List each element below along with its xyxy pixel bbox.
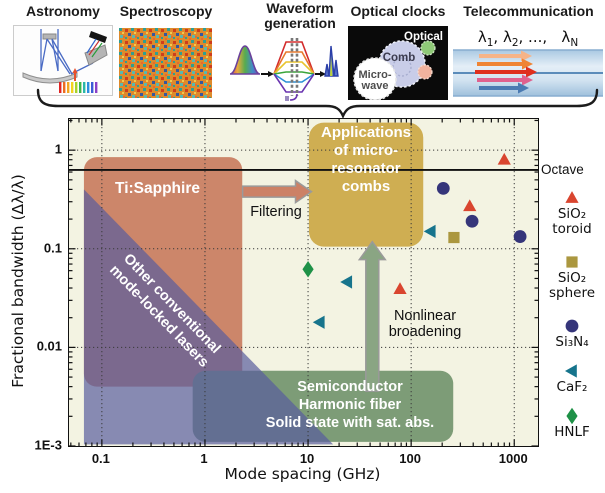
optical-clocks-gears-icon: Optical Comb Micro- wave: [348, 26, 448, 100]
legend-item-label: SiO₂ sphere: [548, 270, 596, 301]
chart-canvas: [69, 119, 538, 446]
marker-circle: [513, 230, 527, 243]
legend-item-label: SiO₂ toroid: [552, 206, 592, 237]
spectrum-bars-icon: [59, 82, 98, 93]
y-axis-title: Fractional bandwidth (Δλ/λ): [9, 174, 27, 388]
channel-arrows-icon: [475, 50, 537, 94]
comb-gear-label: Comb: [383, 52, 416, 64]
x-tick-label: 1000: [498, 451, 528, 466]
legend-item-label: CaF₂: [556, 379, 588, 395]
legend-marker-icon: [566, 256, 578, 268]
x-tick-label: 1: [200, 451, 208, 466]
waveform-generation-icon: [229, 38, 339, 101]
waveform-generation-label: Waveform generation: [264, 0, 336, 31]
spectroscopy-mosaic-icon: [119, 28, 212, 98]
y-tick-label: 0.1: [43, 240, 62, 256]
microwave-gear-label-line1: Micro-: [359, 69, 392, 81]
x-tick-label: 100: [399, 451, 421, 466]
marker-diamond: [302, 261, 314, 278]
y-tick-label: 0.01: [36, 338, 62, 354]
region-microcombs: [308, 122, 424, 247]
astronomy-label: Astronomy: [26, 3, 100, 19]
y-tick-label: 1: [54, 141, 62, 157]
legend-item-SiO₂: SiO₂ sphere: [549, 253, 595, 301]
marker-triangle-up: [393, 282, 407, 294]
nonlinear-broadening-arrow-label: Nonlinear broadening: [388, 308, 462, 340]
brace-icon: [36, 88, 599, 120]
region-conventional: [83, 189, 334, 445]
microwave-gear-label-line2: wave: [361, 80, 389, 92]
marker-triangle-up: [565, 191, 579, 203]
optical-clocks-label: Optical clocks: [350, 3, 446, 19]
chart-plot-area: [68, 118, 539, 447]
marker-circle: [565, 319, 579, 333]
optical-gear-label: Optical: [404, 31, 443, 43]
marker-square: [448, 231, 460, 244]
legend-item-Si₃N₄: Si₃N₄: [555, 317, 589, 350]
legend-item-label: Si₃N₄: [555, 334, 589, 350]
y-tick-label: 1E-3: [34, 437, 62, 453]
octave-line-label: Octave: [541, 162, 584, 177]
telecommunication-label: Telecommunication: [463, 3, 594, 19]
legend-marker-icon: [564, 364, 577, 378]
semiconductor-region-label: Semiconductor Harmonic fiber Solid state…: [265, 379, 435, 431]
marker-triangle-left: [423, 224, 436, 239]
marker-triangle-up: [497, 152, 511, 165]
legend-marker-icon: [565, 191, 579, 203]
astronomy-telescope-icon: [13, 25, 113, 96]
legend-item-label: HNLF: [554, 424, 590, 440]
marker-triangle-up: [463, 199, 477, 212]
legend: SiO₂ toroid SiO₂ sphere Si₃N₄ CaF₂ HNLF: [539, 189, 605, 440]
legend-item-SiO₂: SiO₂ toroid: [552, 189, 592, 237]
legend-marker-icon: [565, 319, 579, 333]
spectroscopy-label: Spectroscopy: [119, 3, 213, 19]
marker-triangle-left: [340, 275, 353, 289]
arrow-nonlinear: [357, 240, 387, 392]
wavelength-channels-label: λ1, λ2, ..., λN: [477, 28, 579, 49]
microcomb-applications-region-label: Applications of micro- resonator combs: [320, 124, 411, 195]
legend-marker-icon: [566, 407, 578, 425]
marker-triangle-left: [564, 364, 577, 378]
filtering-arrow-label: Filtering: [250, 204, 302, 220]
marker-triangle-left: [312, 315, 325, 329]
marker-square: [566, 256, 578, 268]
x-tick-label: 10: [299, 451, 315, 466]
marker-diamond: [566, 407, 578, 425]
ti-sapphire-region-label: Ti:Sapphire: [115, 180, 200, 197]
legend-item-HNLF: HNLF: [554, 407, 590, 440]
x-axis-title: Mode spacing (GHz): [224, 465, 381, 483]
telecom-fiber-icon: [453, 49, 603, 97]
arrow-filtering: [241, 179, 313, 205]
x-tick-label: 0.1: [91, 451, 110, 466]
legend-item-CaF₂: CaF₂: [556, 362, 588, 395]
marker-circle: [436, 181, 450, 195]
marker-circle: [465, 214, 479, 228]
